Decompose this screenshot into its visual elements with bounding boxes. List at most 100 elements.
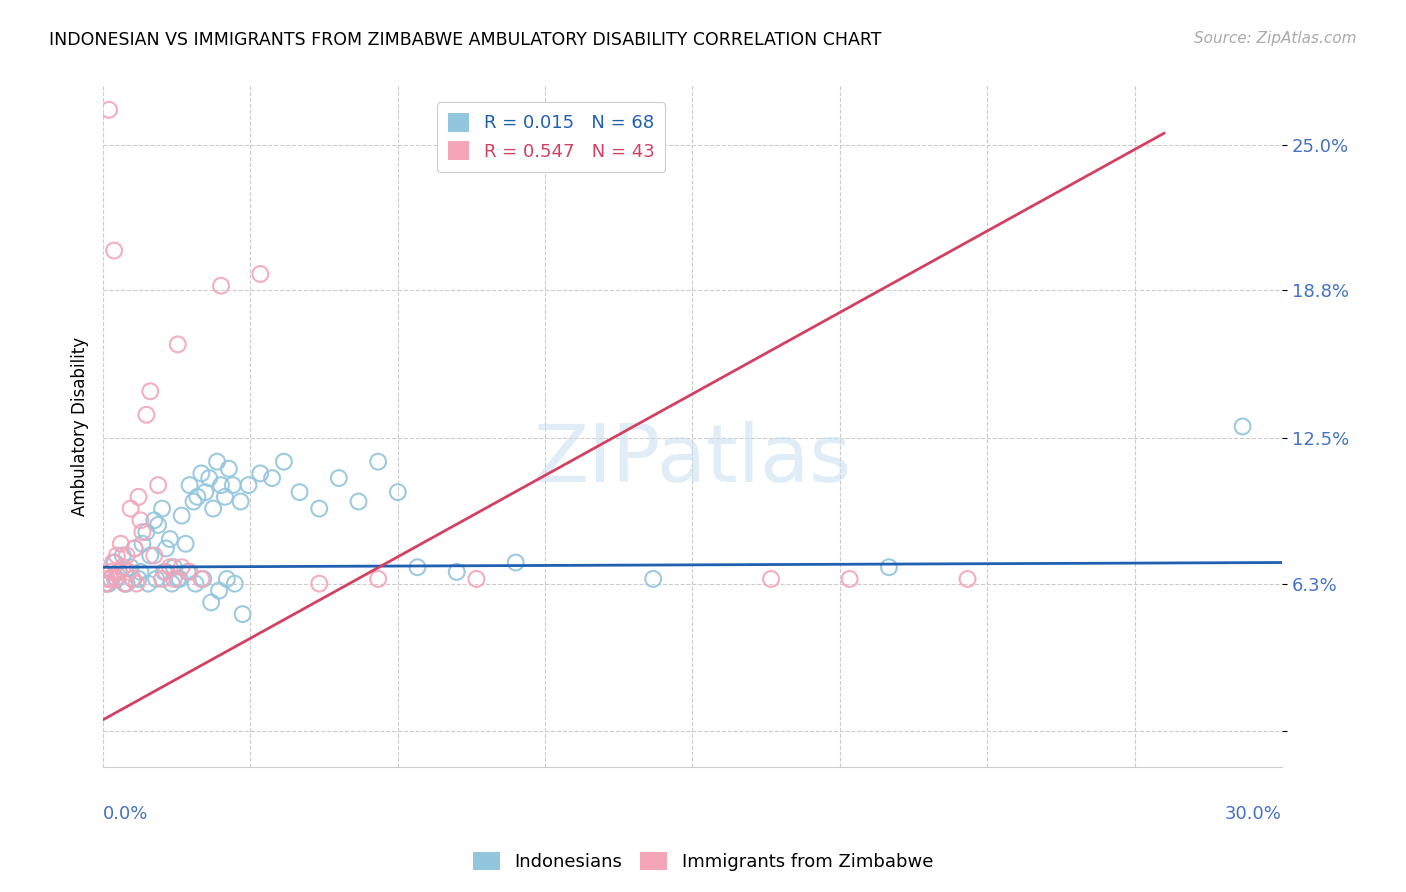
Point [229, 494, 252, 508]
Point [115, 576, 138, 591]
Point [174, 537, 197, 551]
Point [202, 501, 225, 516]
Point [98, 572, 121, 586]
Point [249, 467, 271, 481]
Point [118, 565, 141, 579]
Point [193, 572, 215, 586]
Point [186, 490, 208, 504]
Point [166, 572, 188, 586]
Point [111, 560, 134, 574]
Point [205, 455, 228, 469]
Point [104, 556, 127, 570]
Point [146, 478, 169, 492]
Text: ZIPatlas: ZIPatlas [533, 422, 852, 500]
Point [956, 572, 979, 586]
Point [166, 337, 188, 351]
Point [98, 103, 121, 117]
Point [104, 572, 127, 586]
Point [183, 494, 205, 508]
Point [190, 572, 212, 586]
Point [129, 513, 152, 527]
Point [120, 501, 142, 516]
Point [101, 556, 124, 570]
Point [347, 494, 370, 508]
Point [127, 490, 149, 504]
Point [100, 565, 122, 579]
Point [121, 572, 143, 586]
Point [160, 576, 183, 591]
Point [176, 565, 198, 579]
Point [208, 583, 231, 598]
Point [139, 549, 162, 563]
Text: 30.0%: 30.0% [1225, 805, 1282, 823]
Point [643, 572, 665, 586]
Point [215, 572, 238, 586]
Point [200, 595, 222, 609]
Point [105, 549, 128, 563]
Point [129, 565, 152, 579]
Point [139, 384, 162, 399]
Point [184, 576, 207, 591]
Legend: R = 0.015   N = 68, R = 0.547   N = 43: R = 0.015 N = 68, R = 0.547 N = 43 [437, 103, 665, 171]
Point [224, 576, 246, 591]
Point [232, 607, 254, 621]
Point [838, 572, 860, 586]
Point [387, 485, 409, 500]
Point [505, 556, 527, 570]
Text: 0.0%: 0.0% [103, 805, 149, 823]
Point [124, 541, 146, 556]
Text: INDONESIAN VS IMMIGRANTS FROM ZIMBABWE AMBULATORY DISABILITY CORRELATION CHART: INDONESIAN VS IMMIGRANTS FROM ZIMBABWE A… [49, 31, 882, 49]
Point [465, 572, 488, 586]
Point [114, 576, 136, 591]
Point [179, 565, 201, 579]
Point [163, 572, 186, 586]
Point [96, 576, 118, 591]
Point [143, 513, 166, 527]
Point [406, 560, 429, 574]
Point [145, 572, 167, 586]
Point [367, 455, 389, 469]
Point [114, 576, 136, 591]
Point [100, 572, 122, 586]
Point [135, 524, 157, 539]
Point [163, 560, 186, 574]
Point [159, 560, 181, 574]
Point [131, 537, 153, 551]
Point [1232, 419, 1254, 434]
Legend: Indonesians, Immigrants from Zimbabwe: Indonesians, Immigrants from Zimbabwe [465, 845, 941, 879]
Point [218, 461, 240, 475]
Point [135, 408, 157, 422]
Point [108, 565, 131, 579]
Point [877, 560, 900, 574]
Point [249, 267, 271, 281]
Point [103, 244, 125, 258]
Point [170, 508, 193, 523]
Point [308, 576, 330, 591]
Point [169, 572, 191, 586]
Point [146, 518, 169, 533]
Point [222, 478, 245, 492]
Point [94, 576, 117, 591]
Point [121, 572, 143, 586]
Point [446, 565, 468, 579]
Point [273, 455, 295, 469]
Point [209, 278, 232, 293]
Point [328, 471, 350, 485]
Point [115, 549, 138, 563]
Point [194, 485, 217, 500]
Point [150, 501, 173, 516]
Text: Source: ZipAtlas.com: Source: ZipAtlas.com [1194, 31, 1357, 46]
Point [262, 471, 284, 485]
Y-axis label: Ambulatory Disability: Ambulatory Disability [72, 337, 89, 516]
Point [96, 576, 118, 591]
Point [98, 576, 121, 591]
Point [308, 501, 330, 516]
Point [153, 565, 176, 579]
Point [288, 485, 311, 500]
Point [127, 572, 149, 586]
Point [155, 541, 177, 556]
Point [170, 560, 193, 574]
Point [198, 471, 221, 485]
Point [110, 537, 132, 551]
Point [155, 565, 177, 579]
